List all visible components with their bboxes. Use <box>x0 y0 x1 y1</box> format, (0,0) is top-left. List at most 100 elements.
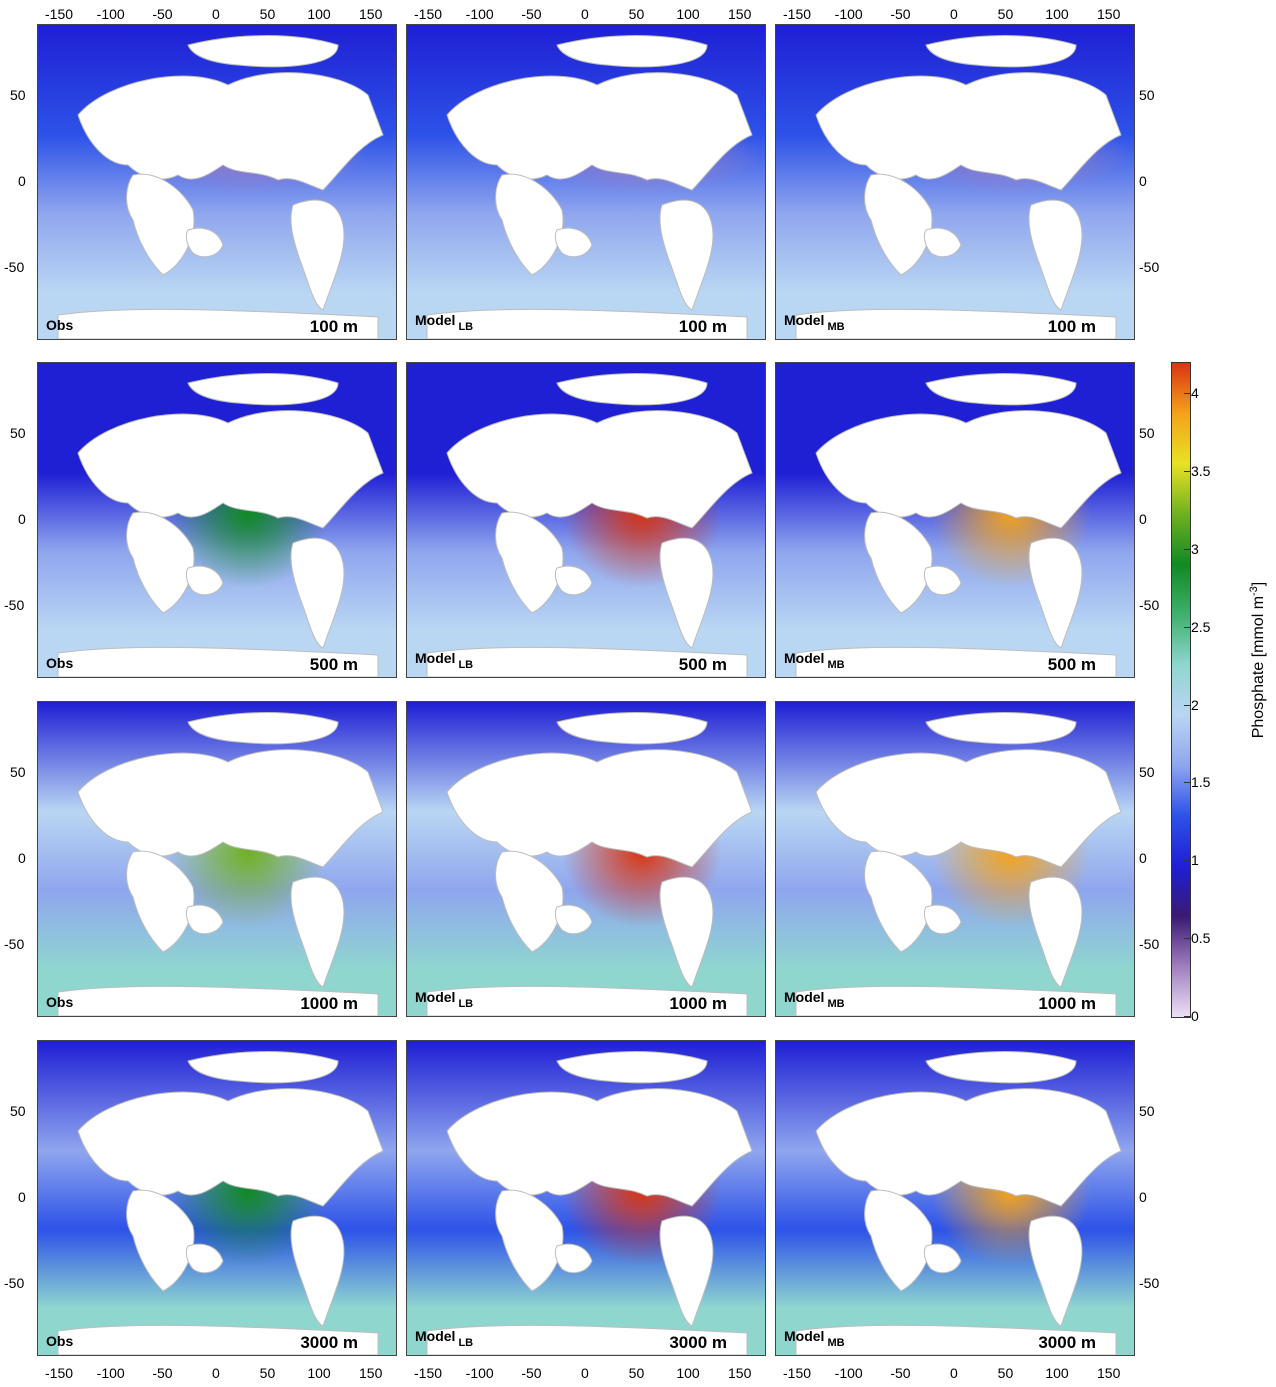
lon-tick: -150 <box>783 1365 812 1381</box>
lat-tick-left: 50 <box>10 764 26 780</box>
lon-tick: 0 <box>212 1365 220 1381</box>
ocean-field <box>776 363 1134 677</box>
lat-tick-right: 50 <box>1139 1103 1155 1119</box>
panel-source-label: Model MB <box>784 650 845 671</box>
colorbar-tick-label: 2.5 <box>1191 618 1211 635</box>
land-mass <box>185 227 224 258</box>
source-name: Obs <box>46 1333 74 1349</box>
ocean-field <box>38 363 396 677</box>
map-panel-lb-3000m: Model LB 3000 m <box>406 1040 766 1356</box>
colorbar-tick-label: 2 <box>1191 696 1199 713</box>
panel-depth-label: 500 m <box>678 655 727 674</box>
lon-tick: 0 <box>212 6 220 22</box>
source-name: Obs <box>46 655 74 671</box>
colorbar-tick-label: 1.5 <box>1191 774 1211 791</box>
lon-tick: 0 <box>950 1365 958 1381</box>
lon-tick: -150 <box>45 1365 74 1381</box>
land-mass <box>426 646 748 677</box>
land-mass <box>556 712 708 745</box>
lon-tick: 100 <box>1045 1365 1069 1381</box>
land-mass <box>290 1215 345 1327</box>
colorbar-title-text: Phosphate [mmol m <box>1250 595 1268 739</box>
land-mass <box>864 1189 933 1292</box>
lon-tick: -100 <box>465 6 494 22</box>
land-mass <box>659 1215 714 1327</box>
lon-tick: -100 <box>834 6 863 22</box>
map-panel-mb-3000m: Model MB 3000 m <box>775 1040 1135 1356</box>
map-panel-mb-1000m: Model MB 1000 m <box>775 701 1135 1017</box>
colorbar-tick-mark <box>1184 471 1190 472</box>
land-mass <box>556 1051 708 1084</box>
lon-tick: 50 <box>997 6 1014 22</box>
colorbar-tick-mark <box>1184 860 1190 862</box>
land-mass <box>126 173 195 276</box>
panel-depth-label: 500 m <box>309 655 358 674</box>
colorbar-tick-mark <box>1184 1016 1190 1017</box>
lat-tick-right: 50 <box>1139 425 1155 441</box>
lon-tick: -50 <box>890 1365 911 1381</box>
map-panel-mb-500m: Model MB 500 m <box>775 362 1135 678</box>
lon-tick: -50 <box>152 6 173 22</box>
source-subscript: LB <box>458 321 474 333</box>
source-name: Obs <box>46 317 74 333</box>
land-mass <box>126 850 195 953</box>
source-name: Model <box>784 650 825 666</box>
land-mass <box>426 1324 748 1355</box>
colorbar-tick-label: 0.5 <box>1191 930 1211 947</box>
source-name: Model <box>784 989 825 1005</box>
lat-tick-right: 50 <box>1139 764 1155 780</box>
land-mass <box>187 35 339 68</box>
source-name: Model <box>784 312 825 328</box>
source-name: Model <box>415 650 456 666</box>
colorbar-tick-mark <box>1184 704 1190 706</box>
colorbar-title-unit-exponent: -3 <box>1247 586 1260 596</box>
map-panel-obs-3000m: Obs 3000 m <box>37 1040 397 1356</box>
land-mass <box>57 985 379 1016</box>
lon-tick: -50 <box>152 1365 173 1381</box>
lon-tick: 0 <box>950 6 958 22</box>
colorbar-tick-mark <box>1184 938 1190 940</box>
colorbar-tick-mark <box>1184 393 1190 395</box>
panel-source-label: Model MB <box>784 1328 845 1349</box>
land-mass <box>187 712 339 745</box>
lon-tick: -150 <box>414 6 443 22</box>
land-mass <box>290 537 345 649</box>
land-mass <box>1028 1215 1083 1327</box>
lat-tick-right: 50 <box>1139 87 1155 103</box>
lon-tick: 150 <box>359 6 383 22</box>
lon-tick: 50 <box>259 6 276 22</box>
panel-source-label: Model MB <box>784 989 845 1010</box>
panel-depth-label: 3000 m <box>669 1333 727 1352</box>
land-mass <box>57 1324 379 1355</box>
colorbar-tick-label: 3.5 <box>1191 463 1211 479</box>
land-mass <box>925 35 1077 68</box>
lon-tick: 100 <box>307 1365 331 1381</box>
land-mass <box>1028 199 1083 311</box>
source-subscript: LB <box>458 998 474 1010</box>
map-panel-lb-500m: Model LB 500 m <box>406 362 766 678</box>
land-mass <box>290 876 345 988</box>
colorbar-title-end: ] <box>1250 581 1268 587</box>
lon-tick: -100 <box>465 1365 494 1381</box>
lat-tick-left: 0 <box>18 511 26 527</box>
map-panel-lb-100m: Model LB 100 m <box>406 24 766 340</box>
panel-source-label: Model LB <box>415 312 473 333</box>
land-mass <box>495 1189 564 1292</box>
lon-tick: -100 <box>96 1365 125 1381</box>
land-mass <box>923 1243 962 1274</box>
lon-tick: 150 <box>1097 6 1121 22</box>
land-mass <box>659 199 714 311</box>
lon-tick: -100 <box>96 6 125 22</box>
land-mass <box>426 985 748 1016</box>
source-name: Model <box>415 312 456 328</box>
lon-tick: 150 <box>728 6 752 22</box>
lat-tick-right: 0 <box>1139 850 1147 866</box>
land-mass <box>925 1051 1077 1084</box>
lat-tick-left: -50 <box>4 259 25 275</box>
lon-tick: -50 <box>521 1365 542 1381</box>
lat-tick-left: 0 <box>18 850 26 866</box>
ocean-field <box>776 1041 1134 1355</box>
land-mass <box>795 308 1117 339</box>
ocean-field <box>407 363 765 677</box>
lon-tick: 50 <box>259 1365 276 1381</box>
